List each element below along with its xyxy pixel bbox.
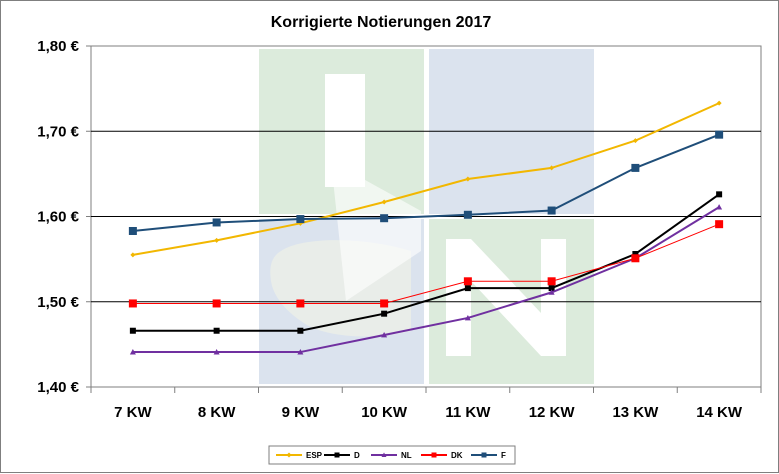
y-tick-label: 1,50 € — [37, 294, 79, 311]
legend-marker — [334, 452, 340, 458]
legend-marker — [286, 452, 292, 458]
series-d — [129, 191, 723, 334]
legend-marker — [481, 452, 487, 458]
data-point — [214, 237, 220, 243]
legend-label: DK — [451, 451, 463, 460]
data-point — [213, 327, 220, 334]
data-point — [213, 349, 220, 355]
legend-item-dk: DK — [421, 451, 463, 460]
series-line — [132, 133, 720, 232]
legend-item-f: F — [471, 451, 506, 460]
data-point — [632, 138, 638, 144]
legend-label: ESP — [306, 451, 323, 460]
data-point — [129, 349, 136, 355]
data-point — [212, 299, 221, 308]
data-point — [464, 285, 471, 292]
x-tick-label: 12 KW — [529, 404, 576, 421]
x-tick-label: 8 KW — [198, 404, 236, 421]
series-line — [132, 223, 720, 304]
legend-item-d: D — [324, 451, 360, 460]
series-line — [132, 193, 720, 332]
data-point — [296, 299, 305, 308]
legend: ESP D NL DK F — [276, 451, 506, 460]
data-point — [715, 220, 724, 229]
x-tick-label: 13 KW — [612, 404, 659, 421]
data-point — [716, 191, 723, 198]
data-point — [716, 204, 723, 210]
data-point — [547, 277, 556, 286]
data-point — [631, 163, 640, 172]
data-point — [548, 289, 555, 295]
data-point — [129, 327, 136, 334]
legend-label: NL — [401, 451, 412, 460]
data-point — [296, 215, 305, 224]
data-point — [463, 210, 472, 219]
series-line — [132, 102, 720, 256]
data-point — [381, 199, 387, 205]
legend-item-nl: NL — [371, 451, 412, 460]
x-tick-label: 10 KW — [361, 404, 408, 421]
y-tick-label: 1,70 € — [37, 123, 79, 140]
data-point — [128, 299, 137, 308]
series-line — [132, 206, 720, 354]
data-point — [380, 214, 389, 223]
data-point — [297, 327, 304, 334]
data-point — [632, 251, 639, 258]
y-tick-label: 1,60 € — [37, 209, 79, 226]
y-tick-label: 1,80 € — [37, 38, 79, 55]
legend-label: D — [354, 451, 360, 460]
data-point — [380, 299, 389, 308]
data-point — [631, 254, 640, 263]
x-axis-ticks: 7 KW 8 KW 9 KW 10 KW 11 KW 12 KW 13 KW 14 KW — [90, 387, 762, 421]
data-point — [128, 226, 137, 235]
x-tick-label: 11 KW — [445, 404, 491, 421]
x-tick-label: 14 KW — [696, 404, 743, 421]
data-point — [381, 310, 388, 317]
series-dk — [128, 220, 724, 308]
legend-marker — [381, 452, 387, 457]
x-tick-label: 9 KW — [282, 404, 320, 421]
legend-label: F — [501, 451, 506, 460]
data-point — [716, 100, 722, 106]
data-point — [297, 349, 304, 355]
data-point — [549, 165, 555, 171]
data-point — [464, 314, 471, 321]
series-f — [128, 130, 724, 235]
y-axis-ticks: 1,40 € 1,50 € 1,60 € 1,70 € 1,80 € — [37, 38, 91, 396]
data-point — [465, 176, 471, 182]
legend-marker — [431, 452, 437, 458]
series-esp — [130, 100, 722, 258]
data-point — [463, 277, 472, 286]
data-point — [547, 206, 556, 215]
x-tick-label: 7 KW — [114, 404, 152, 421]
data-point — [381, 331, 388, 338]
data-point — [548, 285, 555, 292]
legend-item-esp: ESP — [276, 451, 323, 460]
series-layer — [128, 100, 724, 355]
data-point — [130, 252, 136, 258]
chart-title: Korrigierte Notierungen 2017 — [271, 14, 492, 31]
y-tick-label: 1,40 € — [37, 379, 79, 396]
data-point — [715, 130, 724, 139]
data-point — [212, 218, 221, 227]
